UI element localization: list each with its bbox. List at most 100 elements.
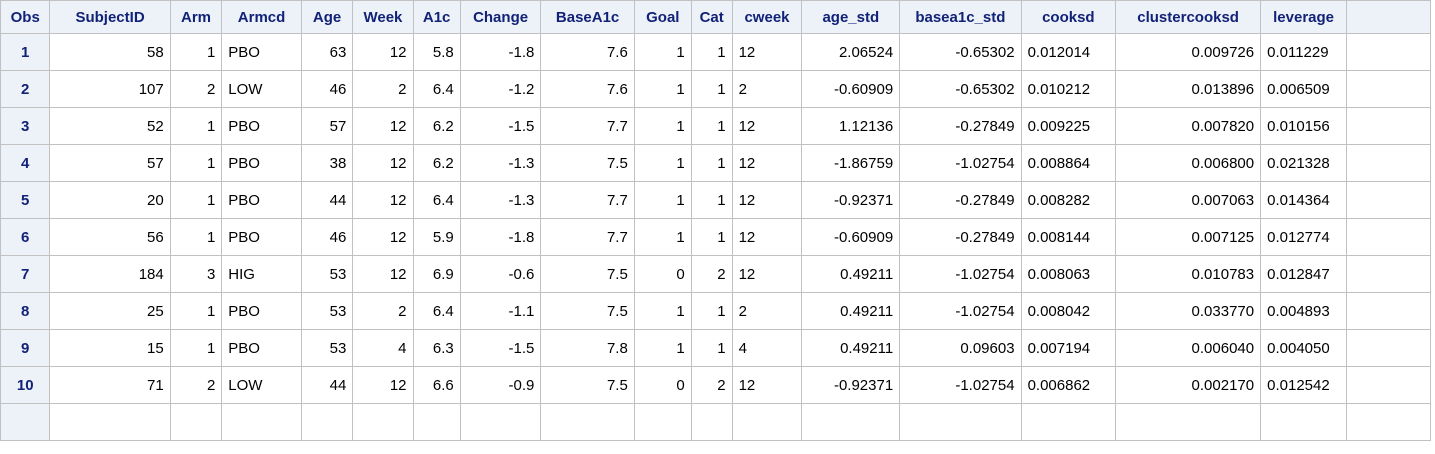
cell-clustercooksd: 0.007063 xyxy=(1115,181,1262,219)
row-filler xyxy=(1346,329,1431,367)
cell-cat: 1 xyxy=(690,144,733,182)
cell-leverage: 0.021328 xyxy=(1260,144,1348,182)
partial-cell xyxy=(221,403,302,441)
cell-armcd: PBO xyxy=(221,107,302,145)
cell-basea1c_std: -1.02754 xyxy=(899,255,1022,293)
cell-cweek: 12 xyxy=(731,144,803,182)
cell-goal: 1 xyxy=(633,329,692,367)
row-number: 9 xyxy=(0,329,51,367)
partial-cell xyxy=(459,403,542,441)
partial-cell xyxy=(899,403,1022,441)
cell-change: -1.8 xyxy=(459,33,542,71)
partial-cell xyxy=(1260,403,1348,441)
row-number: 1 xyxy=(0,33,51,71)
cell-age: 63 xyxy=(300,33,354,71)
row-number: 6 xyxy=(0,218,51,256)
cell-basea1c: 7.5 xyxy=(540,144,635,182)
cell-subjectid: 15 xyxy=(49,329,171,367)
cell-cat: 1 xyxy=(690,292,733,330)
cell-cweek: 12 xyxy=(731,33,803,71)
cell-subjectid: 58 xyxy=(49,33,171,71)
cell-cweek: 12 xyxy=(731,107,803,145)
cell-a1c: 5.8 xyxy=(412,33,461,71)
cell-cooksd: 0.007194 xyxy=(1020,329,1117,367)
cell-arm: 3 xyxy=(169,255,223,293)
column-header-cooksd: cooksd xyxy=(1020,0,1117,34)
row-number: 7 xyxy=(0,255,51,293)
cell-cweek: 12 xyxy=(731,255,803,293)
cell-basea1c_std: -0.27849 xyxy=(899,107,1022,145)
row-filler xyxy=(1346,292,1431,330)
cell-arm: 2 xyxy=(169,366,223,404)
cell-age: 53 xyxy=(300,255,354,293)
column-header-a1c: A1c xyxy=(412,0,461,34)
column-header-age_std: age_std xyxy=(801,0,901,34)
cell-clustercooksd: 0.010783 xyxy=(1115,255,1262,293)
cell-armcd: PBO xyxy=(221,144,302,182)
cell-change: -1.8 xyxy=(459,218,542,256)
cell-week: 12 xyxy=(352,218,414,256)
cell-cooksd: 0.010212 xyxy=(1020,70,1117,108)
column-header-obs: Obs xyxy=(0,0,51,34)
cell-arm: 1 xyxy=(169,33,223,71)
column-header-cat: Cat xyxy=(690,0,733,34)
cell-change: -0.6 xyxy=(459,255,542,293)
cell-cweek: 12 xyxy=(731,366,803,404)
partial-cell xyxy=(731,403,803,441)
cell-leverage: 0.010156 xyxy=(1260,107,1348,145)
header-filler xyxy=(1346,0,1431,34)
cell-clustercooksd: 0.007125 xyxy=(1115,218,1262,256)
partial-cell xyxy=(1115,403,1262,441)
cell-clustercooksd: 0.009726 xyxy=(1115,33,1262,71)
cell-subjectid: 20 xyxy=(49,181,171,219)
cell-cweek: 12 xyxy=(731,218,803,256)
partial-cell xyxy=(49,403,171,441)
cell-clustercooksd: 0.006800 xyxy=(1115,144,1262,182)
cell-change: -1.3 xyxy=(459,181,542,219)
cell-change: -1.5 xyxy=(459,107,542,145)
cell-clustercooksd: 0.013896 xyxy=(1115,70,1262,108)
cell-a1c: 6.2 xyxy=(412,107,461,145)
cell-cooksd: 0.012014 xyxy=(1020,33,1117,71)
cell-age_std: -0.60909 xyxy=(801,218,901,256)
column-header-cweek: cweek xyxy=(731,0,803,34)
column-header-week: Week xyxy=(352,0,414,34)
table-row: 2 107 2 LOW 46 2 6.4 -1.2 7.6 1 1 2 -0.60909 -0.65302… xyxy=(0,70,1431,108)
cell-age_std: -1.86759 xyxy=(801,144,901,182)
table-row: 4 57 1 PBO 38 12 6.2 -1.3 7.5 1 1 12 -1.86759 -1.0275… xyxy=(0,144,1431,182)
partial-cell xyxy=(633,403,692,441)
row-filler xyxy=(1346,255,1431,293)
partial-cell xyxy=(540,403,635,441)
row-filler xyxy=(1346,144,1431,182)
column-header-subjectid: SubjectID xyxy=(49,0,171,34)
partial-cell xyxy=(690,403,733,441)
table-row: 7 184 3 HIG 53 12 6.9 -0.6 7.5 0 2 12 0.49211 -1.0275… xyxy=(0,255,1431,293)
cell-leverage: 0.012774 xyxy=(1260,218,1348,256)
cell-age_std: 0.49211 xyxy=(801,329,901,367)
row-number: 3 xyxy=(0,107,51,145)
cell-week: 12 xyxy=(352,144,414,182)
cell-leverage: 0.012847 xyxy=(1260,255,1348,293)
table-body: 1 58 1 PBO 63 12 5.8 -1.8 7.6 1 1 12 2.06524 -0.65302… xyxy=(0,33,1431,441)
cell-armcd: PBO xyxy=(221,329,302,367)
cell-cooksd: 0.008144 xyxy=(1020,218,1117,256)
cell-armcd: LOW xyxy=(221,366,302,404)
cell-subjectid: 184 xyxy=(49,255,171,293)
column-header-goal: Goal xyxy=(633,0,692,34)
partial-cell xyxy=(1346,403,1431,441)
cell-a1c: 6.4 xyxy=(412,292,461,330)
cell-subjectid: 57 xyxy=(49,144,171,182)
cell-cooksd: 0.009225 xyxy=(1020,107,1117,145)
cell-armcd: HIG xyxy=(221,255,302,293)
cell-basea1c: 7.5 xyxy=(540,366,635,404)
cell-basea1c: 7.5 xyxy=(540,255,635,293)
cell-basea1c_std: -0.27849 xyxy=(899,181,1022,219)
cell-week: 2 xyxy=(352,292,414,330)
cell-basea1c: 7.7 xyxy=(540,107,635,145)
cell-a1c: 6.9 xyxy=(412,255,461,293)
row-number: 10 xyxy=(0,366,51,404)
cell-age_std: 0.49211 xyxy=(801,292,901,330)
row-filler xyxy=(1346,70,1431,108)
partial-cell xyxy=(801,403,901,441)
column-header-arm: Arm xyxy=(169,0,223,34)
